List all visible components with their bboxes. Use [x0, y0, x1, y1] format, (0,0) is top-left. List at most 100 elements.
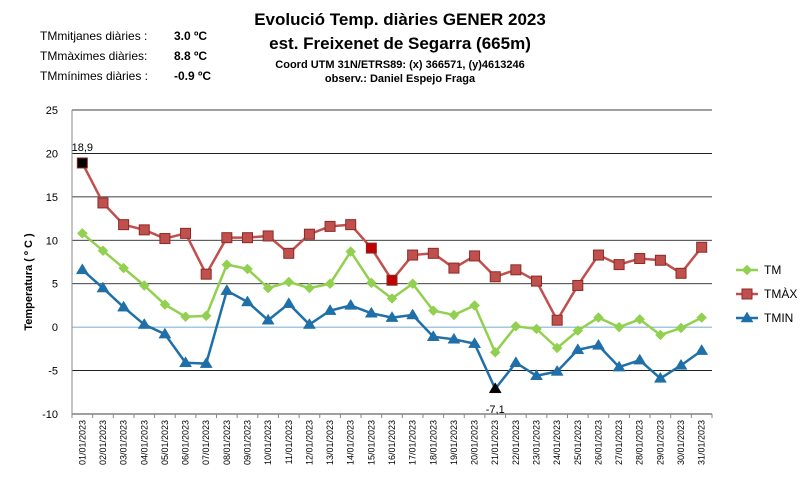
data-point-tmin — [447, 332, 461, 344]
data-point-tmin — [199, 357, 213, 368]
data-point-tm — [551, 342, 563, 354]
x-tick-label: 04/01/2023 — [139, 420, 149, 465]
data-point-tm — [97, 245, 109, 257]
data-point-tmin — [220, 284, 234, 295]
x-tick-label: 26/01/2023 — [593, 420, 603, 465]
y-tick-label: 25 — [46, 105, 58, 117]
stat-label-max: TMmàximes diàries: — [40, 49, 148, 63]
x-tick-label: 15/01/2023 — [366, 420, 376, 465]
data-point-tmin — [530, 369, 543, 381]
data-point-tm — [242, 263, 253, 275]
x-tick-label: 31/01/2023 — [697, 420, 707, 465]
data-point-tmin — [468, 337, 482, 348]
x-tick-label: 25/01/2023 — [573, 420, 583, 465]
data-point-tm — [531, 323, 542, 335]
data-point-tm-x — [427, 247, 439, 259]
data-point-tm-x — [654, 254, 666, 266]
stat-value-max: 8.8 ºC — [174, 49, 208, 63]
data-point-tmin — [633, 353, 647, 365]
x-tick-label: 12/01/2023 — [304, 420, 314, 465]
x-tick-label: 06/01/2023 — [181, 420, 191, 465]
data-point-tmin — [571, 343, 585, 354]
x-tick-label: 05/01/2023 — [160, 420, 170, 465]
data-point-tmin — [158, 327, 172, 339]
data-point-tm — [366, 277, 377, 289]
data-point-tmin — [426, 330, 440, 341]
data-point-tm-x — [696, 241, 708, 253]
data-point-tmin — [674, 358, 688, 370]
data-point-tm-x — [469, 250, 481, 262]
data-point-tmin — [509, 356, 523, 368]
data-point-tm — [696, 312, 708, 323]
x-tick-label: 18/01/2023 — [428, 420, 438, 465]
data-point-tm — [345, 246, 357, 257]
data-point-tmin — [364, 306, 378, 318]
data-point-tmin — [179, 356, 192, 368]
data-point-tm-x — [180, 227, 192, 239]
x-tick-label: 10/01/2023 — [263, 420, 273, 465]
x-tick-label: 03/01/2023 — [119, 420, 129, 465]
data-point-tm — [159, 299, 171, 310]
y-tick-label: 15 — [46, 192, 58, 204]
data-point-tm — [593, 312, 604, 323]
legend-label-tmin: TMIN — [764, 311, 793, 325]
data-point-tm-x — [489, 271, 501, 283]
data-point-tmin — [653, 371, 667, 383]
x-tick-label: 01/01/2023 — [77, 420, 87, 465]
data-point-tm-x — [531, 275, 543, 287]
data-point-tm — [304, 282, 315, 294]
data-point-tm — [386, 293, 398, 304]
stat-value-mean: 3.0 ºC — [174, 29, 208, 43]
data-point-tm-x — [448, 262, 460, 274]
data-point-tm — [448, 309, 460, 321]
y-tick-label: 5 — [52, 279, 58, 291]
data-point-tm-x — [634, 253, 646, 265]
data-point-tmin — [137, 318, 151, 329]
data-point-tm — [469, 300, 480, 311]
data-point-tmin — [302, 318, 316, 329]
data-point-tm — [634, 313, 646, 325]
data-point-tm — [613, 321, 625, 333]
series-line-tm — [81, 232, 703, 355]
chart-title-block: Evolució Temp. diàries GENER 2023 est. F… — [240, 8, 560, 86]
y-axis-label: Temperatura ( º C ) — [23, 233, 35, 331]
y-tick-label: 0 — [52, 322, 58, 334]
data-point-tm-x — [221, 232, 233, 244]
y-tick-label: -5 — [48, 366, 58, 378]
data-point-tm-x — [592, 249, 604, 261]
data-point-tm — [675, 322, 687, 334]
x-tick-label: 08/01/2023 — [222, 420, 232, 465]
data-point-tmin — [282, 297, 296, 308]
data-point-tm-x — [241, 232, 253, 244]
data-label: 18,9 — [72, 142, 93, 154]
data-point-tmin — [612, 360, 626, 372]
data-point-tm — [427, 305, 439, 316]
y-tick-label: 10 — [46, 235, 58, 247]
data-point-tm-x — [675, 267, 687, 279]
data-point-tm — [118, 262, 129, 274]
data-point-tm-x — [118, 219, 130, 231]
data-point-tm — [200, 310, 212, 322]
data-point-tm-x — [510, 264, 522, 276]
data-point-tm-x — [572, 279, 584, 291]
x-tick-label: 23/01/2023 — [532, 420, 542, 465]
data-point-tmin — [117, 300, 131, 312]
x-tick-label: 24/01/2023 — [552, 420, 562, 465]
y-tick-label: -10 — [42, 409, 58, 421]
data-point-tm-x — [138, 224, 150, 236]
data-point-tm-x — [365, 242, 377, 254]
x-tick-label: 14/01/2023 — [346, 420, 356, 465]
data-point-tmin — [344, 298, 358, 310]
data-point-tmin — [695, 344, 709, 355]
data-point-tm — [324, 278, 336, 290]
data-point-tm — [283, 276, 295, 288]
data-point-tm-x — [551, 314, 563, 326]
x-tick-label: 17/01/2023 — [408, 420, 418, 465]
x-tick-label: 30/01/2023 — [676, 420, 686, 465]
legend-marker-tmin — [740, 311, 754, 323]
data-point-tmin — [75, 263, 89, 275]
data-point-tmin — [323, 304, 337, 315]
x-tick-label: 02/01/2023 — [98, 420, 108, 465]
legend-label-tm: TM — [764, 263, 781, 277]
